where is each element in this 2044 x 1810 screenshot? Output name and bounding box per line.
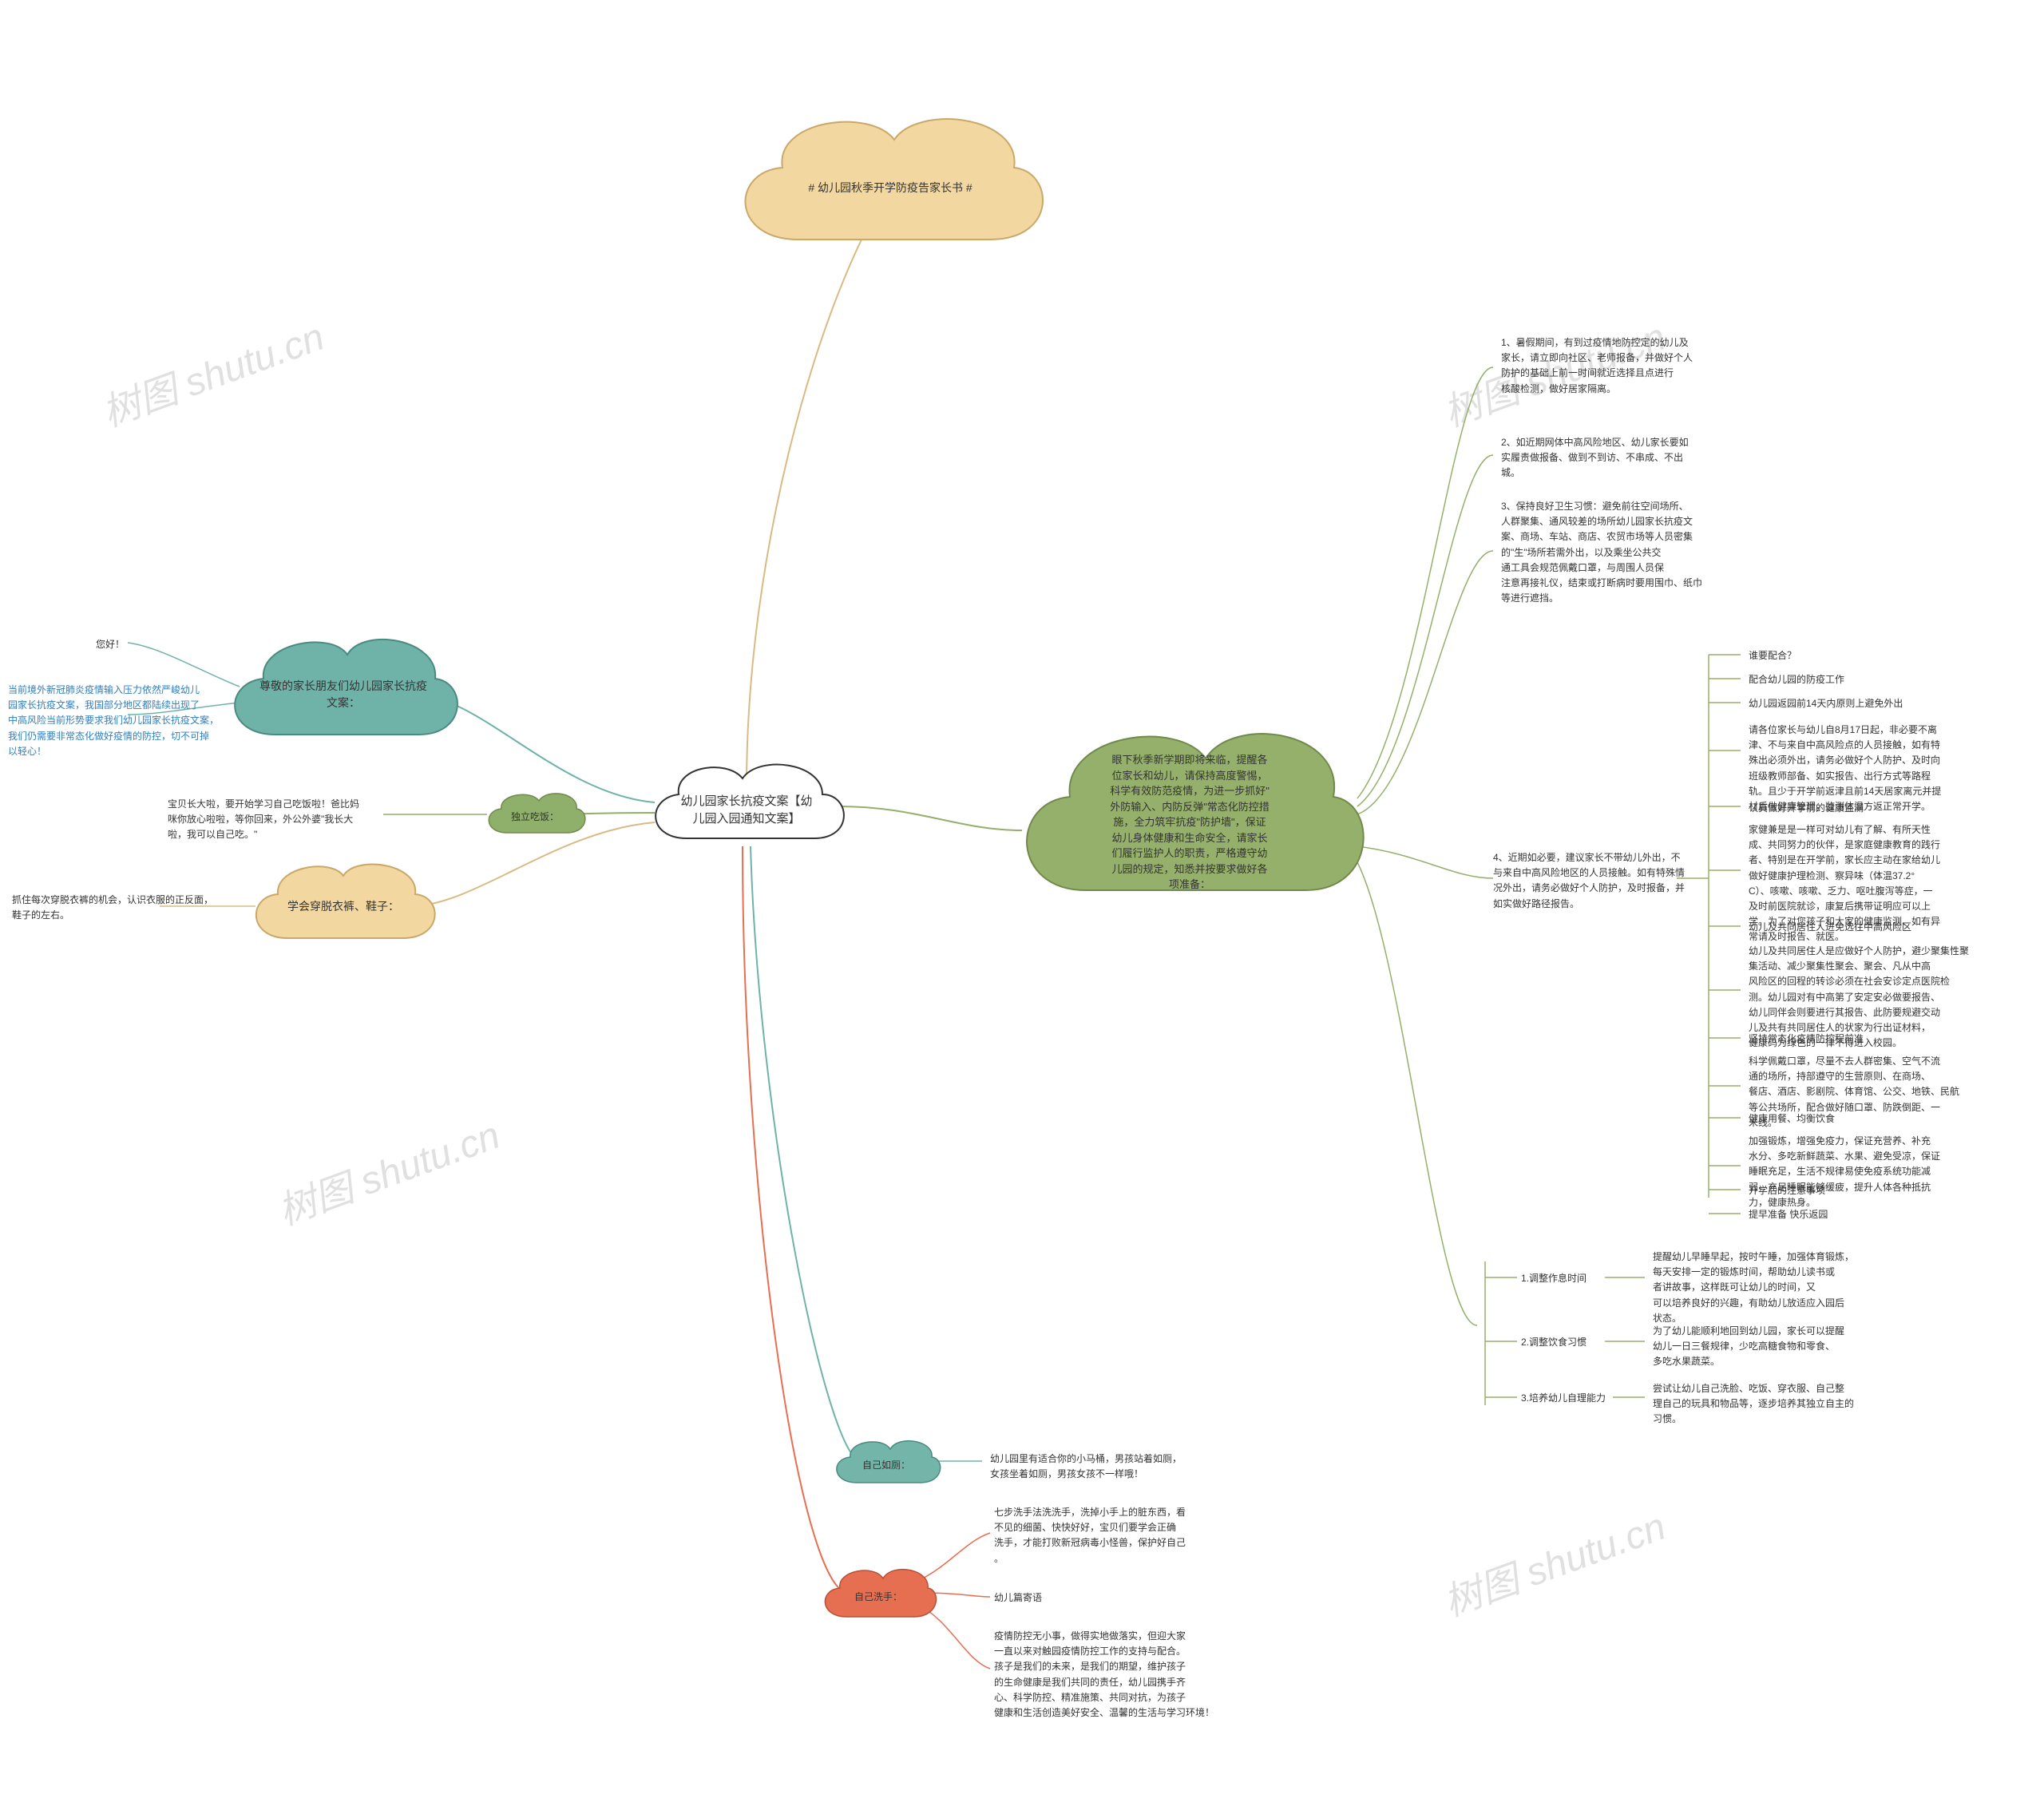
olive-n4-b: 配合幼儿园的防疫工作 xyxy=(1749,672,2004,687)
left-sand-node[interactable]: 学会穿脱衣裤、鞋子： xyxy=(240,850,447,962)
left-teal-node[interactable]: 尊敬的家长朋友们幼儿园家长抗疫 文案： xyxy=(216,623,471,766)
olive-n4-a: 谁要配合？ xyxy=(1749,648,2004,663)
olive-n4-m: 开学后的注意事项 xyxy=(1749,1183,2004,1198)
left-teal-side-top: 您好！ xyxy=(96,637,144,652)
left-small-green-label: 独立吃饭： xyxy=(511,810,559,824)
center-label: 幼儿园家长抗疫文案【幼 儿园入园通知文案】 xyxy=(680,793,812,829)
big-olive-label: 眼下秋季新学期即将来临，提醒各 位家长和幼儿，请保持高度警惕， 科学有效防范疫情… xyxy=(1110,752,1270,893)
olive-n4-header: 4、近期如必要，建议家长不带幼儿外出，不 与来自中高风险地区的人员接触。如有特殊… xyxy=(1493,850,1701,912)
olive-n4-c: 幼儿园返园前14天内原则上避免外出 xyxy=(1749,696,2004,711)
left-sand-side-text: 抓住每次穿脱衣裤的机会，认识衣服的正反面， 鞋子的左右。 xyxy=(12,893,220,923)
brace-3-label: 3.培养幼儿自理能力 xyxy=(1521,1391,1606,1406)
top-label: # 幼儿园秋季开学防疫告家长书 # xyxy=(808,180,972,196)
brace-1-label: 1.调整作息时间 xyxy=(1521,1271,1586,1286)
olive-n4-g: 幼儿及共同居住人进免选往中高风险区 xyxy=(1749,920,2004,935)
bottom-red-side-bottom: 疫情防控无小事，做得实地做落实，但迎大家 一直以来对触园疫情防控工作的支持与配合… xyxy=(994,1629,1226,1721)
center-node[interactable]: 幼儿园家长抗疫文案【幼 儿园入园通知文案】 xyxy=(639,751,854,870)
brace-3-text: 尝试让幼儿自己洗脸、吃饭、穿衣服、自己整 理自己的玩具和物品等，逐步培养其独立自… xyxy=(1653,1381,1892,1428)
olive-n2: 2、如近期网体中高风险地区、幼儿家长要如 实履责做报备、做到不到访、不串成、不出… xyxy=(1501,435,1717,481)
brace-2-label: 2.调整饮食习惯 xyxy=(1521,1335,1586,1350)
olive-n1: 1、暑假期间，有到过疫情地防控定的幼儿及 家长，请立即向社区、老师报备，并做好个… xyxy=(1501,335,1717,397)
left-teal-label: 尊敬的家长朋友们幼儿园家长抗疫 文案： xyxy=(259,678,427,711)
olive-n4-i: 坚持常态化疫情防控程前准 xyxy=(1749,1032,2004,1047)
watermark: 树图 shutu.cn xyxy=(1435,1495,1672,1626)
olive-n4-e: 认真做好开学前的健康监测 xyxy=(1749,801,2004,816)
bottom-teal-label: 自己如厕： xyxy=(862,1458,910,1472)
olive-n4-n: 提早准备 快乐返园 xyxy=(1749,1207,2004,1222)
left-sand-label: 学会穿脱衣裤、鞋子： xyxy=(287,898,399,915)
bottom-red-node[interactable]: 自己洗手： xyxy=(814,1561,942,1633)
watermark: 树图 shutu.cn xyxy=(269,1103,506,1235)
olive-n4-l: 加强锻炼，增强免疫力，保证充营养、补充 水分、多吃新鲜蔬菜、水果、避免受凉，保证… xyxy=(1749,1134,2004,1210)
bottom-red-side-mid: 幼儿篇寄语 xyxy=(994,1590,1218,1606)
top-node[interactable]: # 幼儿园秋季开学防疫告家长书 # xyxy=(719,96,1062,279)
left-small-green-node[interactable]: 独立吃饭： xyxy=(479,786,591,846)
bottom-red-side-top: 七步洗手法洗洗手，洗掉小手上的脏东西，看 不见的细菌、快快好好，宝贝们要学会正确… xyxy=(994,1505,1218,1566)
brace-2-text: 为了幼儿能顺利地回到幼儿园，家长可以提醒 幼儿一日三餐规律，少吃高糖食物和零食、… xyxy=(1653,1324,1892,1370)
olive-n3: 3、保持良好卫生习惯：避免前往空间场所、 人群聚集、通风较差的场所幼儿园家长抗疫… xyxy=(1501,499,1717,606)
left-teal-side-blue: 当前境外新冠肺炎疫情输入压力依然严峻幼儿 园家长抗疫文案，我国部分地区都陆续出现… xyxy=(8,683,232,759)
left-small-green-side-text: 宝贝长大啦，要开始学习自己吃饭啦！爸比妈 咪你放心啦啦，等你回来，外公外婆"我长… xyxy=(168,797,391,843)
bottom-teal-side: 幼儿园里有适合你的小马桶，男孩站着如厕， 女孩坐着如厕，男孩女孩不一样哦！ xyxy=(990,1452,1214,1482)
olive-n4-k: 健康用餐、均衡饮食 xyxy=(1749,1111,2004,1127)
bottom-red-label: 自己洗手： xyxy=(854,1590,902,1604)
big-olive-node[interactable]: 眼下秋季新学期即将来临，提醒各 位家长和幼儿，请保持高度警惕， 科学有效防范疫情… xyxy=(994,703,1385,942)
brace-1-text: 提醒幼儿早睡早起，按时午睡，加强体育锻炼， 每天安排一定的锻炼时间，帮助幼儿读书… xyxy=(1653,1250,1892,1326)
watermark: 树图 shutu.cn xyxy=(93,305,331,437)
bottom-teal-node[interactable]: 自己如厕： xyxy=(826,1433,946,1497)
